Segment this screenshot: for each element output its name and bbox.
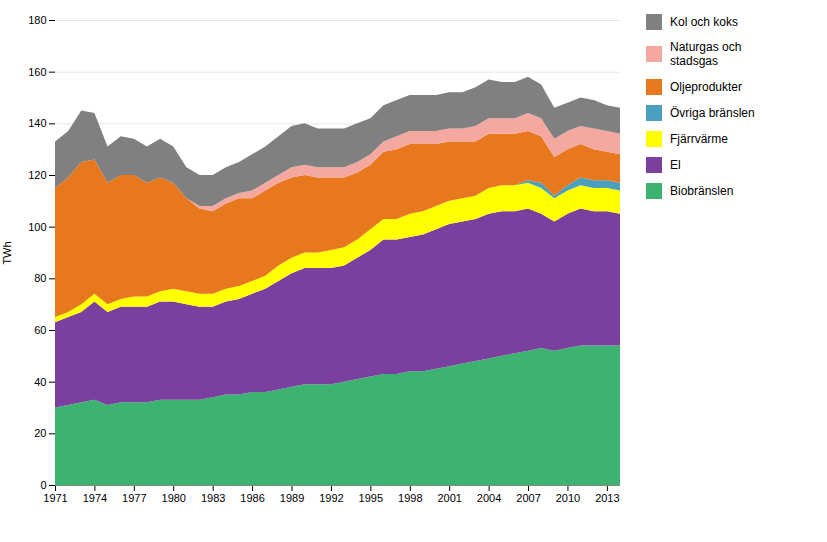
html-text:Oljeprodukter: Oljeprodukter: [670, 79, 742, 94]
html-text:Biobränslen: Biobränslen: [670, 183, 734, 198]
svg-text:60: 60: [34, 324, 46, 336]
html-text:Fjärrvärme: Fjärrvärme: [670, 131, 728, 146]
svg-text:1974: 1974: [83, 492, 107, 504]
svg-text:0: 0: [40, 479, 46, 491]
svg-text:80: 80: [34, 272, 46, 284]
svg-text:160: 160: [28, 66, 46, 78]
html-text:Kol och koks: Kol och koks: [670, 14, 738, 29]
svg-text:1989: 1989: [280, 492, 304, 504]
svg-text:1986: 1986: [240, 492, 264, 504]
svg-text:1992: 1992: [319, 492, 343, 504]
svg-text:1971: 1971: [43, 492, 67, 504]
svg-text:1980: 1980: [162, 492, 186, 504]
svg-text:140: 140: [28, 117, 46, 129]
svg-text:TWh: TWh: [1, 241, 13, 264]
html-text:Övriga bränslen: Övriga bränslen: [670, 105, 755, 120]
svg-text:2001: 2001: [437, 492, 461, 504]
svg-text:180: 180: [28, 14, 46, 26]
svg-text:1977: 1977: [122, 492, 146, 504]
svg-text:20: 20: [34, 427, 46, 439]
svg-text:40: 40: [34, 376, 46, 388]
svg-text:1995: 1995: [359, 492, 383, 504]
svg-text:2013: 2013: [595, 492, 619, 504]
svg-text:2010: 2010: [556, 492, 580, 504]
html-text:El: El: [670, 157, 681, 172]
svg-text:120: 120: [28, 169, 46, 181]
html-text:Naturgas och stadsgas: Naturgas och stadsgas: [670, 40, 742, 69]
svg-text:2004: 2004: [477, 492, 501, 504]
svg-text:1983: 1983: [201, 492, 225, 504]
svg-text:1998: 1998: [398, 492, 422, 504]
svg-text:100: 100: [28, 221, 46, 233]
svg-text:2007: 2007: [516, 492, 540, 504]
